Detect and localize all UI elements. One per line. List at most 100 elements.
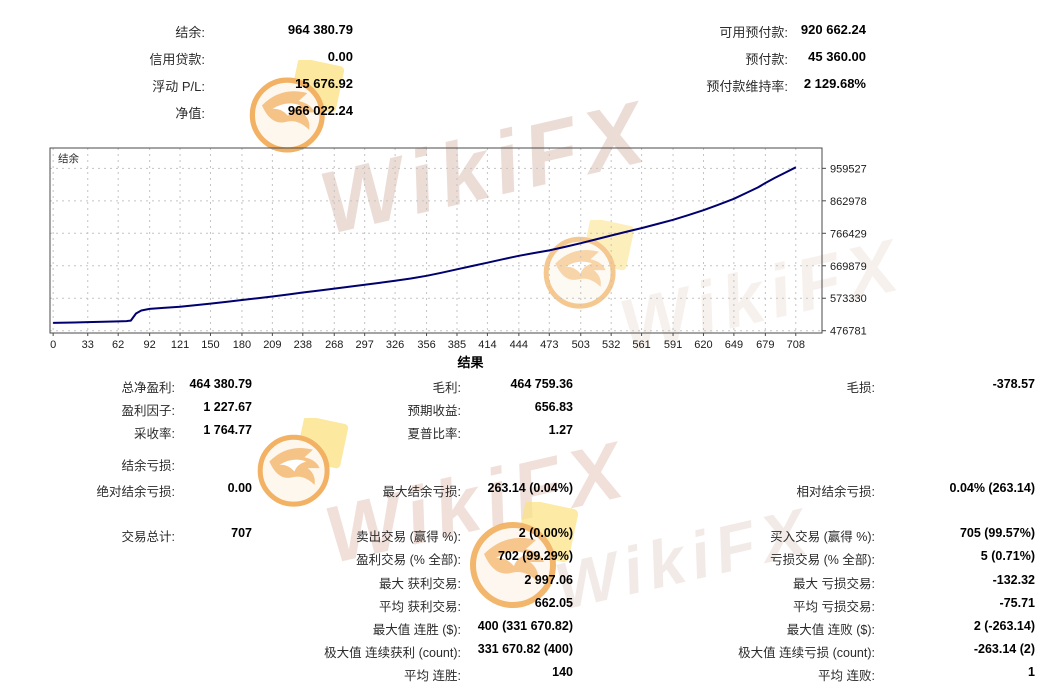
stat-value: 1 227.67 (203, 400, 252, 414)
summary-label: 预付款维持率: (706, 79, 788, 94)
y-axis-tick-label: 669879 (830, 261, 867, 273)
results-section-title: 结果 (457, 355, 484, 370)
balance-chart: 0 33 62 92 121 150 180 209 238 268 297 326 356 385 414… (49, 147, 867, 351)
summary-label: 结余: (175, 25, 205, 40)
stat-value: 707 (231, 526, 252, 540)
x-axis-tick-label: 591 (664, 339, 682, 351)
stat-label: 卖出交易 (赢得 %): (356, 530, 461, 544)
stat-value: 2 (-263.14) (973, 619, 1035, 633)
stat-value: 400 (331 670.82) (477, 619, 573, 633)
stat-value: 705 (99.57%) (959, 526, 1035, 540)
summary-label: 可用预付款: (719, 25, 788, 40)
stat-value: 140 (552, 665, 573, 679)
stat-label: 毛损: (846, 381, 875, 395)
x-axis-tick-label: 620 (694, 339, 712, 351)
stat-label: 总净盈利: (121, 381, 175, 395)
x-axis-tick-label: 92 (144, 339, 156, 351)
x-axis-tick-label: 473 (540, 339, 558, 351)
stat-value: -263.14 (2) (973, 642, 1035, 656)
stat-label: 极大值 连续获利 (count): (324, 646, 461, 660)
stat-label: 最大结余亏损: (382, 485, 461, 499)
stat-label: 买入交易 (赢得 %): (770, 530, 875, 544)
x-axis-tick-label: 444 (510, 339, 528, 351)
wikifx-logo-icon (256, 416, 349, 515)
summary-value: 15 676.92 (295, 76, 353, 91)
y-axis-tick-label: 766429 (830, 228, 867, 240)
stat-value: -75.71 (999, 596, 1035, 610)
x-axis-tick-label: 532 (602, 339, 620, 351)
x-axis-tick-label: 180 (233, 339, 251, 351)
stat-value: 0.00 (227, 481, 252, 495)
x-axis-tick-label: 0 (50, 339, 56, 351)
stat-label: 结余亏损: (121, 459, 175, 473)
x-axis-tick-label: 121 (171, 339, 189, 351)
stat-label: 最大值 连败 ($): (786, 623, 875, 637)
y-axis-tick-label: 959527 (830, 163, 867, 175)
y-axis-tick-label: 476781 (830, 326, 867, 338)
x-axis-tick-label: 649 (725, 339, 743, 351)
summary-label: 浮动 P/L: (152, 79, 205, 94)
stat-label: 平均 获利交易: (379, 600, 461, 614)
x-axis-tick-label: 268 (325, 339, 343, 351)
y-axis-tick-label: 862978 (830, 196, 867, 208)
stat-label: 亏损交易 (% 全部): (770, 553, 875, 567)
stat-label: 夏普比率: (407, 427, 461, 441)
x-axis-tick-label: 503 (572, 339, 590, 351)
summary-label: 信用贷款: (149, 52, 205, 67)
x-axis-tick-label: 561 (632, 339, 650, 351)
x-axis-tick-label: 679 (756, 339, 774, 351)
stat-label: 盈利因子: (121, 404, 175, 418)
x-axis-tick-label: 385 (448, 339, 466, 351)
stat-value: 0.04% (263.14) (949, 481, 1035, 495)
stat-label: 相对结余亏损: (796, 485, 875, 499)
x-axis-tick-label: 33 (82, 339, 94, 351)
stat-label: 平均 亏损交易: (793, 600, 875, 614)
stat-value: 2 (0.00%) (518, 526, 573, 540)
stat-value: 656.83 (534, 400, 573, 414)
stat-label: 平均 连败: (818, 669, 875, 683)
x-axis-tick-label: 708 (787, 339, 805, 351)
y-axis-tick-label: 573330 (830, 293, 867, 305)
summary-value: 45 360.00 (808, 49, 866, 64)
stat-label: 毛利: (432, 381, 461, 395)
stat-value: 2 997.06 (524, 573, 573, 587)
stat-value: 1 (1028, 665, 1035, 679)
stat-value: 662.05 (534, 596, 573, 610)
stat-value: 1 764.77 (203, 423, 252, 437)
stat-label: 最大 获利交易: (379, 577, 461, 591)
x-axis-tick-label: 326 (386, 339, 404, 351)
summary-label: 净值: (175, 106, 205, 121)
summary-value: 966 022.24 (287, 103, 353, 118)
x-axis-tick-label: 414 (478, 339, 496, 351)
stat-label: 极大值 连续亏损 (count): (738, 646, 875, 660)
x-axis-tick-label: 356 (417, 339, 435, 351)
stat-value: 464 759.36 (510, 377, 573, 391)
summary-value: 920 662.24 (800, 22, 866, 37)
stat-label: 采收率: (134, 427, 175, 441)
stat-value: 331 670.82 (400) (477, 642, 573, 656)
stat-label: 最大 亏损交易: (793, 577, 875, 591)
x-axis-tick-label: 62 (112, 339, 124, 351)
stat-label: 最大值 连胜 ($): (372, 623, 461, 637)
summary-value: 0.00 (327, 49, 353, 64)
x-axis-tick-label: 209 (263, 339, 281, 351)
summary-value: 2 129.68% (803, 76, 866, 91)
stat-value: 5 (0.71%) (980, 549, 1035, 563)
stat-label: 平均 连胜: (404, 669, 461, 683)
chart-series-label: 结余 (58, 152, 79, 165)
x-axis-tick-label: 150 (201, 339, 219, 351)
stat-value: 464 380.79 (189, 377, 252, 391)
stat-value: -378.57 (992, 377, 1035, 391)
x-axis-tick-label: 238 (294, 339, 312, 351)
stat-label: 盈利交易 (% 全部): (356, 553, 461, 567)
x-axis-tick-label: 297 (355, 339, 373, 351)
summary-label: 预付款: (745, 52, 788, 67)
stat-value: -132.32 (992, 573, 1035, 587)
stat-value: 702 (99.29%) (497, 549, 573, 563)
stat-label: 预期收益: (407, 404, 461, 418)
summary-value: 964 380.79 (287, 22, 353, 37)
stat-label: 绝对结余亏损: (96, 485, 175, 499)
stat-label: 交易总计: (121, 530, 175, 544)
stat-value: 263.14 (0.04%) (487, 481, 573, 495)
stat-value: 1.27 (548, 423, 573, 437)
